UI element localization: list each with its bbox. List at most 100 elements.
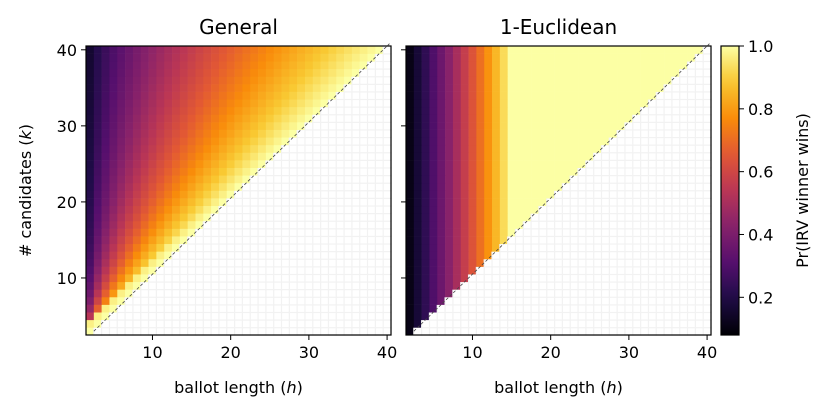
heatmap-cell (429, 213, 438, 222)
heatmap-cell (374, 326, 385, 336)
heatmap-cell (187, 311, 197, 321)
heatmap-cell (296, 129, 306, 139)
heatmap-cell (117, 106, 126, 115)
heatmap-cell (640, 212, 650, 222)
heatmap-cell (296, 288, 306, 298)
heatmap-cell (164, 129, 173, 138)
heatmap-cell (492, 91, 501, 100)
heatmap-cell (421, 274, 430, 283)
heatmap-cell (124, 311, 134, 321)
heatmap-cell (507, 84, 516, 92)
heatmap-cell (617, 46, 626, 54)
heatmap-cell (132, 274, 142, 283)
heatmap-cell (359, 106, 369, 116)
heatmap-cell (187, 114, 196, 123)
heatmap-cell (147, 281, 158, 291)
heatmap-cell (484, 68, 493, 77)
heatmap-cell (258, 160, 267, 168)
heatmap-cell (359, 61, 368, 70)
heatmap-cell (617, 76, 626, 85)
heatmap-cell (569, 220, 579, 230)
heatmap-cell (452, 251, 462, 260)
heatmap-cell (531, 76, 540, 85)
heatmap-cell (452, 122, 462, 130)
heatmap-cell (288, 265, 299, 276)
heatmap-cell (312, 258, 322, 268)
heatmap-cell (679, 68, 689, 78)
heatmap-cell (484, 144, 493, 153)
heatmap-cell (546, 76, 555, 85)
heatmap-cell (132, 160, 142, 168)
heatmap-cell (553, 326, 564, 336)
heatmap-cell (233, 281, 244, 291)
heatmap-cell (172, 114, 181, 123)
heatmap-cell (554, 129, 563, 138)
heatmap-cell (406, 106, 415, 115)
heatmap-cell (569, 311, 579, 321)
heatmap-cell (421, 106, 430, 115)
heatmap-cell (679, 197, 689, 207)
heatmap-cell (351, 144, 361, 154)
heatmap-cell (671, 205, 681, 215)
heatmap-cell (327, 212, 338, 222)
heatmap-cell (663, 265, 673, 276)
heatmap-cell (515, 205, 524, 214)
heatmap-cell (593, 281, 603, 291)
heatmap-cell (421, 152, 430, 161)
heatmap-cell (366, 220, 377, 230)
heatmap-cell (156, 258, 165, 267)
heatmap-cell (226, 46, 235, 54)
heatmap-cell (288, 250, 299, 260)
heatmap-cell (593, 250, 603, 260)
heatmap-cell (702, 174, 712, 184)
heatmap-cell (93, 91, 102, 100)
heatmap-cell (421, 213, 430, 222)
heatmap-cell (492, 190, 501, 199)
heatmap-cell (538, 227, 548, 238)
heatmap-cell (452, 220, 462, 229)
heatmap-cell (570, 144, 579, 153)
heatmap-cell (140, 303, 150, 314)
heatmap-cell (265, 46, 274, 54)
heatmap-cell (538, 205, 548, 215)
heatmap-cell (249, 281, 259, 291)
x-tick-label: 30 (619, 343, 639, 362)
heatmap-cell (312, 189, 322, 200)
heatmap-cell (445, 236, 454, 245)
heatmap-cell (226, 296, 236, 306)
heatmap-cell (194, 288, 205, 298)
heatmap-cell (624, 99, 634, 108)
heatmap-cell (296, 235, 306, 245)
heatmap-cell (523, 205, 532, 214)
heatmap-cell (273, 122, 282, 130)
heatmap-cell (647, 258, 658, 268)
heatmap-cell (546, 190, 555, 199)
heatmap-cell (406, 167, 415, 176)
heatmap-cell (366, 75, 377, 85)
heatmap-cell (280, 303, 291, 314)
heatmap-cell (242, 167, 251, 176)
heatmap-cell (93, 289, 102, 298)
heatmap-cell (531, 114, 540, 123)
heatmap-cell (585, 53, 594, 62)
heatmap-cell (265, 235, 275, 245)
heatmap-cell (686, 303, 697, 314)
heatmap-cell (210, 303, 220, 314)
heatmap-cell (655, 311, 665, 321)
heatmap-cell (258, 68, 267, 77)
heatmap-cell (233, 311, 244, 321)
heatmap-cell (437, 289, 446, 298)
heatmap-cell (640, 113, 650, 123)
heatmap-cell (538, 46, 548, 54)
heatmap-cell (265, 61, 274, 70)
heatmap-cell (187, 129, 196, 138)
heatmap-cell (335, 174, 345, 184)
heatmap-cell (491, 303, 501, 314)
heatmap-cell (702, 182, 712, 192)
heatmap-cell (382, 167, 392, 177)
heatmap-cell (241, 235, 252, 245)
heatmap-cell (507, 175, 516, 184)
heatmap-cell (460, 213, 469, 222)
heatmap-cell (249, 235, 259, 245)
heatmap-cell (452, 76, 462, 85)
